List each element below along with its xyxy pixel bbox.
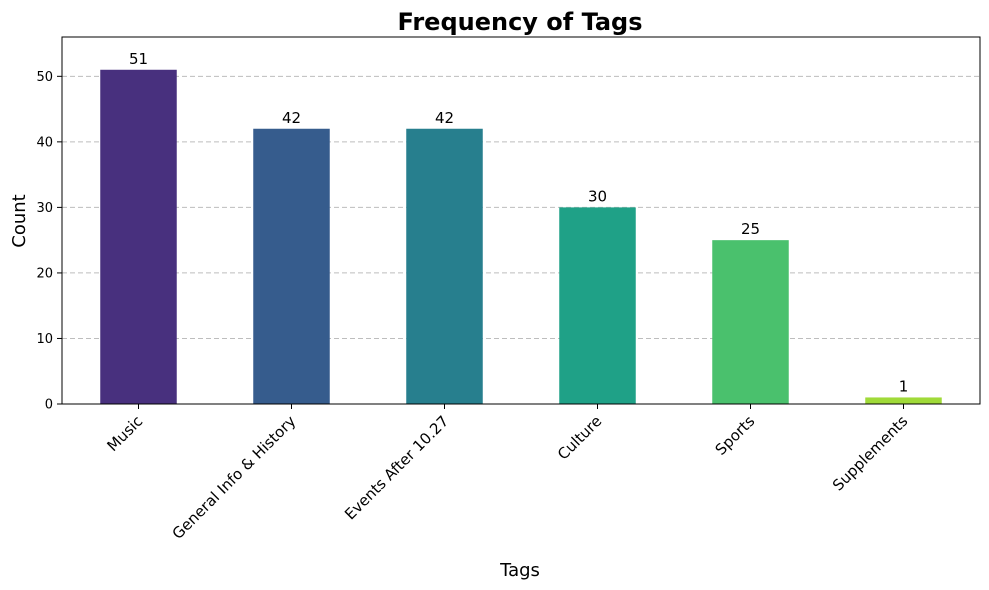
y-tick-label: 30 (36, 201, 53, 216)
y-tick-label: 10 (36, 332, 53, 347)
y-axis-label: Count (9, 194, 30, 247)
bar (865, 397, 942, 404)
y-axis-ticks: 0 10 20 30 40 50 (36, 70, 62, 413)
data-label: 1 (899, 377, 909, 395)
bar (712, 240, 789, 404)
data-label: 51 (129, 50, 148, 68)
data-label: 30 (588, 187, 607, 205)
bar (253, 128, 330, 404)
bar (406, 128, 483, 404)
y-tick-label: 40 (36, 135, 53, 150)
data-label: 42 (282, 109, 301, 127)
x-axis-ticks: Music General Info & History Events After … (103, 404, 911, 543)
y-tick-label: 0 (45, 398, 53, 413)
x-axis-label: Tags (499, 560, 540, 581)
grid-lines (62, 75, 980, 339)
bar (559, 207, 636, 404)
y-tick-label: 50 (36, 70, 53, 85)
data-label: 25 (741, 220, 760, 238)
x-tick-label: Culture (554, 412, 605, 463)
x-tick-label: Music (103, 412, 146, 455)
bars (100, 69, 942, 405)
data-labels: 51 42 42 30 25 1 (129, 50, 908, 396)
y-tick-label: 20 (36, 266, 53, 281)
x-tick-label: Events After 10.27 (341, 412, 452, 523)
plot-frame (61, 36, 981, 405)
chart-title: Frequency of Tags (397, 8, 642, 36)
x-tick-label: General Info & History (169, 412, 300, 543)
x-tick-label: Sports (712, 412, 759, 459)
data-label: 42 (435, 109, 454, 127)
x-tick-label: Supplements (829, 412, 912, 495)
bar (100, 69, 177, 405)
